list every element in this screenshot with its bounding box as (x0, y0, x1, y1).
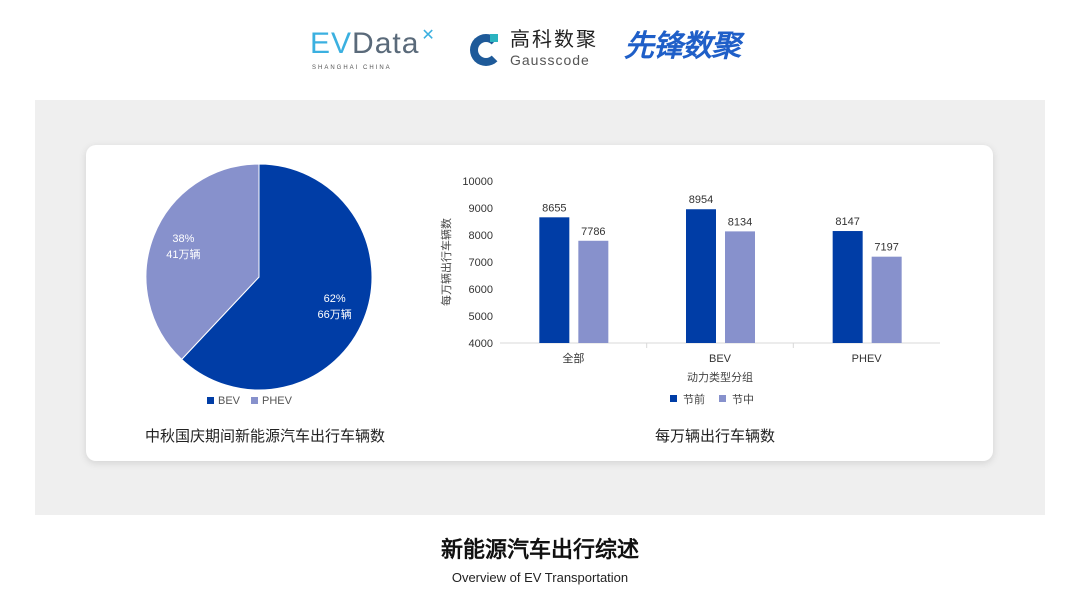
evdata-logo-ev: EV (310, 27, 353, 60)
x-tick-label: PHEV (852, 353, 883, 365)
bar-0-1 (686, 209, 716, 343)
y-tick-label: 8000 (469, 230, 493, 242)
bar-0-0 (539, 217, 570, 343)
pie-label-value: 66万辆 (318, 307, 352, 321)
y-tick-label: 5000 (469, 311, 493, 323)
x-tick-label: BEV (709, 353, 732, 365)
logo-bar: EVData ✕ SHANGHAI CHINA 高科数聚 Gausscode 先锋… (0, 24, 1080, 74)
pie-label-pct: 62% (324, 293, 346, 305)
y-tick-label: 9000 (469, 203, 493, 215)
legend-label: BEV (218, 395, 241, 407)
pie-label-pct: 38% (172, 233, 194, 245)
pie-chart-title: 中秋国庆期间新能源汽车出行车辆数 (145, 428, 386, 445)
evdata-logo-sub: SHANGHAI CHINA (312, 65, 392, 71)
bar-1-1 (725, 231, 755, 343)
legend-swatch (207, 397, 214, 404)
y-tick-label: 4000 (469, 338, 493, 350)
gausscode-logo-icon (470, 34, 502, 66)
bar-data-label: 8655 (542, 202, 566, 214)
bar-0-2 (832, 231, 863, 343)
bar-1-0 (578, 240, 609, 343)
gausscode-logo-square (490, 34, 498, 42)
gausscode-logo-en: Gausscode (510, 52, 590, 68)
legend-swatch (719, 395, 726, 402)
y-axis-title: 每万辆出行车辆数 (439, 218, 453, 306)
evdata-logo-x-icon: ✕ (421, 27, 436, 44)
legend-swatch (670, 395, 677, 402)
bar-data-label: 7197 (874, 242, 898, 254)
legend-swatch (251, 397, 258, 404)
evdata-logo: EVData ✕ (310, 27, 436, 60)
legend-label: 节前 (683, 392, 705, 406)
legend-label: 节中 (732, 393, 754, 406)
y-tick-label: 10000 (462, 176, 493, 188)
bar-1-2 (871, 256, 902, 343)
xianfeng-logo: 先锋数聚 (624, 30, 741, 63)
x-axis-title: 动力类型分组 (687, 370, 753, 384)
page-title: 新能源汽车出行综述 (440, 537, 639, 562)
bar-chart-title: 每万辆出行车辆数 (655, 428, 776, 445)
x-tick-label: 全部 (562, 351, 584, 365)
gausscode-logo-cn: 高科数聚 (510, 29, 598, 51)
y-tick-label: 6000 (469, 284, 493, 296)
bar-data-label: 8147 (835, 216, 859, 228)
y-tick-label: 7000 (469, 257, 493, 269)
pie-slice-phev (145, 163, 260, 361)
bar-data-label: 7786 (581, 226, 605, 238)
page-subtitle: Overview of EV Transportation (451, 570, 629, 585)
pie-slice-bev (180, 163, 373, 391)
bar-data-label: 8954 (689, 194, 713, 206)
pie-label-value: 41万辆 (166, 247, 200, 261)
bar-data-label: 8134 (728, 216, 752, 228)
legend-label: PHEV (262, 395, 293, 407)
